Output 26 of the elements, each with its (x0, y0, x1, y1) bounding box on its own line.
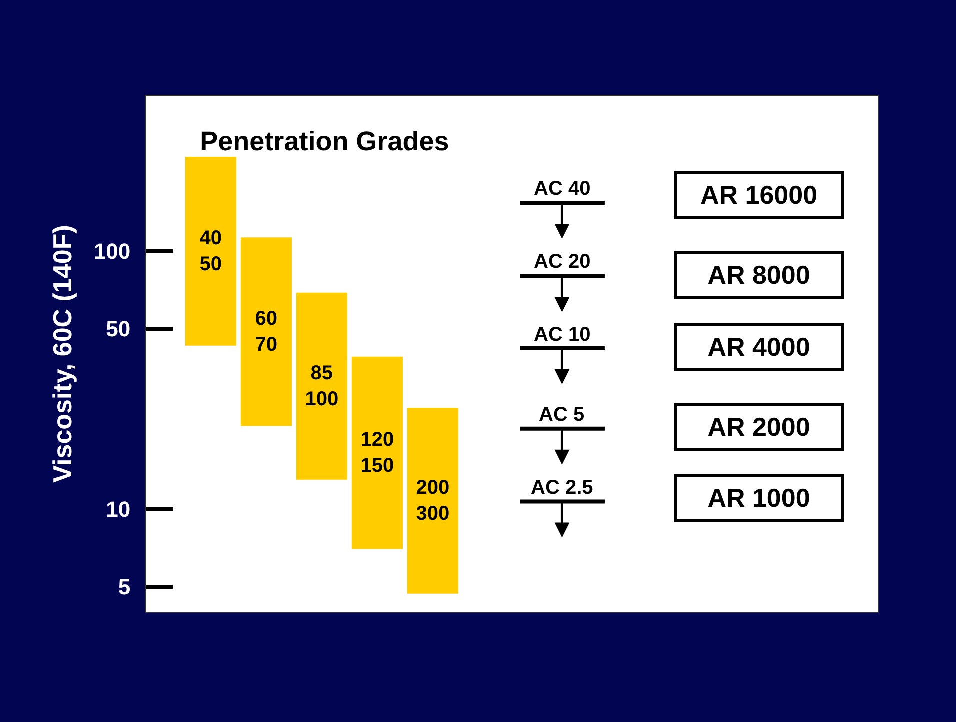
ref-line-label: AC 40 (534, 178, 591, 200)
x-tick-label: 200 300 (416, 476, 450, 525)
x-tick-label: 85 100 (305, 362, 339, 410)
x-tick-label: 60 70 (255, 308, 278, 356)
bar (185, 157, 236, 346)
y-axis-title: Viscosity, 60C (140F) (47, 225, 78, 483)
x-tick-label: 120 150 (360, 429, 394, 478)
text: AR 8000 (708, 260, 810, 290)
y-tick-label: 100 (94, 239, 131, 264)
ref-line-label: AC 2.5 (531, 477, 594, 499)
text: Penetration Grades (200, 126, 450, 156)
bar (240, 238, 292, 426)
text: AR 2000 (708, 412, 810, 442)
text: AR 4000 (708, 332, 810, 362)
bar (352, 356, 403, 550)
y-tick-label: 50 (106, 316, 131, 342)
y-tick-label: 5 (118, 574, 131, 600)
text: AR 16000 (700, 180, 818, 210)
x-tick-label: 40 50 (200, 227, 222, 276)
y-tick-label: 10 (106, 497, 131, 522)
bar (296, 292, 348, 480)
bar (407, 408, 458, 594)
ref-line-label: AC 20 (534, 251, 591, 273)
text: AR 1000 (708, 483, 810, 513)
ref-line-label: AC 5 (539, 404, 585, 426)
ref-line-label: AC 10 (534, 324, 591, 346)
